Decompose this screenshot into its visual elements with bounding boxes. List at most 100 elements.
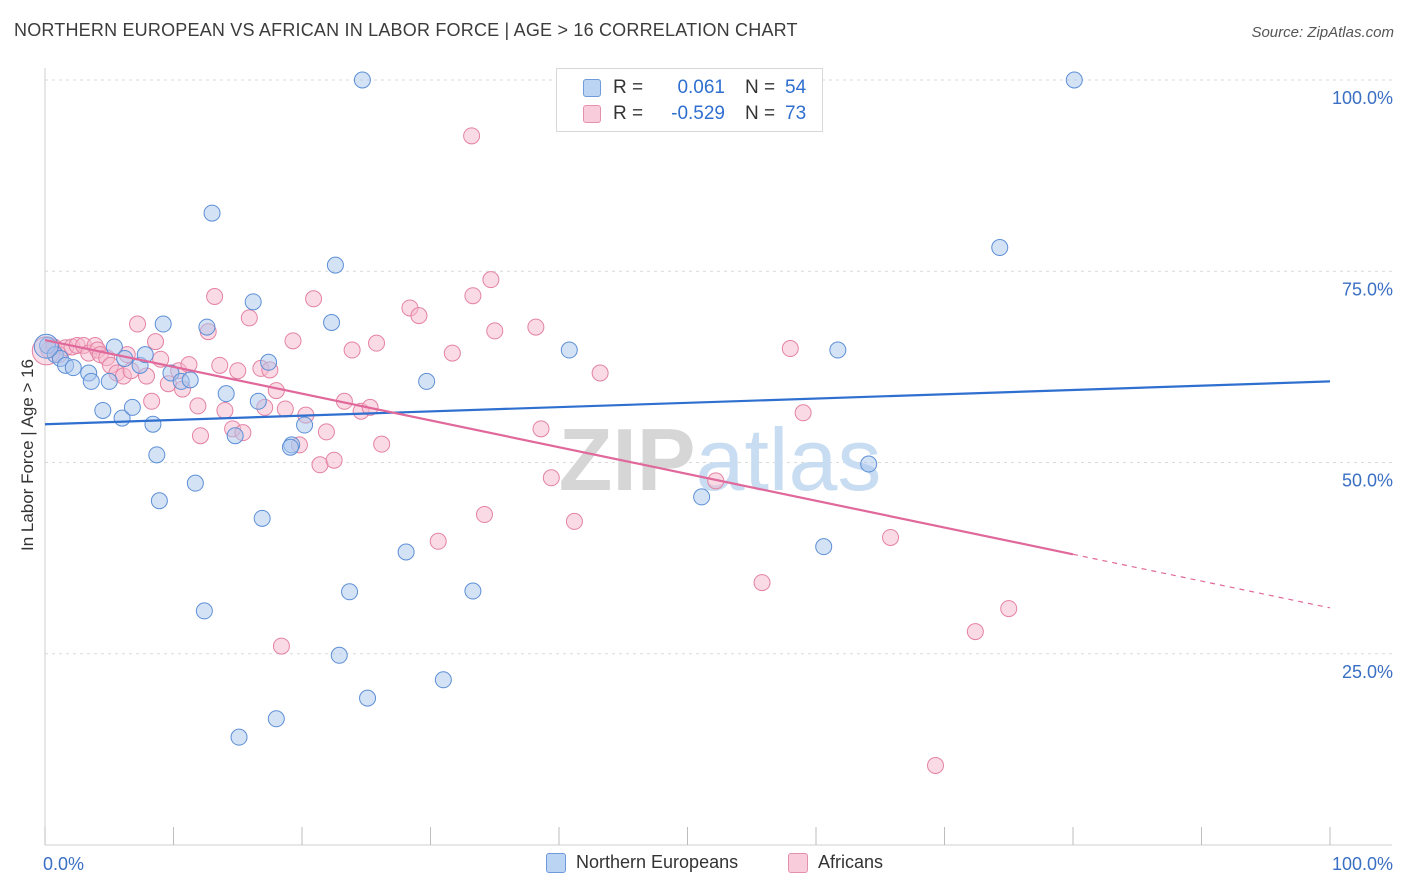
africans-point [753, 574, 771, 592]
tick-labels: 25.0% 50.0% 75.0% 100.0% 0.0% 100.0% [43, 88, 1393, 874]
northern-europeans-point [418, 372, 436, 390]
africans-point [966, 623, 984, 641]
northern-europeans-point [353, 71, 371, 89]
northern-europeans-point [296, 416, 314, 434]
northern-europeans-point [253, 509, 271, 527]
africans-point [129, 315, 147, 333]
africans-point [211, 356, 229, 374]
northern-europeans-point [123, 398, 141, 416]
northern-europeans-point [198, 318, 216, 336]
africans-point [429, 532, 447, 550]
chart-title: NORTHERN EUROPEAN VS AFRICAN IN LABOR FO… [14, 20, 798, 40]
northern-europeans-point [148, 446, 166, 464]
africans-point [373, 435, 391, 453]
trend-lines [44, 339, 1331, 609]
legend-swatch-blue [583, 79, 601, 97]
northern-europeans-point [560, 341, 578, 359]
africans-point [464, 287, 482, 305]
northern-europeans-cluster-point [33, 333, 59, 359]
northern-europeans-point [230, 728, 248, 746]
northern-europeans-point [94, 401, 112, 419]
source-label: Source: ZipAtlas.com [1251, 24, 1394, 41]
y-tick-label: 100.0% [1332, 88, 1393, 108]
africans-point [1000, 600, 1018, 618]
africans-point [527, 318, 545, 336]
africans-point [794, 404, 812, 422]
northern-europeans-point [100, 372, 118, 390]
northern-europeans-point [82, 372, 100, 390]
legend-swatch-blue [546, 852, 566, 873]
northern-europeans-point [181, 371, 199, 389]
northern-europeans-point [860, 455, 878, 473]
northern-europeans-point [244, 293, 262, 311]
africans-point [189, 397, 207, 415]
northern-europeans-trend-line [44, 380, 1331, 426]
africans-point [532, 420, 550, 438]
africans-point [781, 340, 799, 358]
northern-europeans-point [281, 438, 299, 456]
bottom-legend-africans: Africans [788, 852, 883, 873]
northern-europeans-point [249, 392, 267, 410]
northern-europeans-point [693, 488, 711, 506]
africans-point [206, 287, 224, 305]
y-tick-label: 75.0% [1342, 279, 1393, 299]
x-tick-label: 0.0% [43, 854, 84, 874]
africans-trend-line [44, 339, 1074, 556]
legend-swatch-pink [788, 852, 808, 873]
africans-point [147, 333, 165, 351]
northern-europeans-point [195, 602, 213, 620]
africans-point [463, 127, 481, 145]
africans-point [591, 364, 609, 382]
africans-point [272, 637, 290, 655]
africans-point [343, 341, 361, 359]
africans-point [325, 451, 343, 469]
northern-europeans-point [341, 583, 359, 601]
africans-point [229, 362, 247, 380]
northern-europeans-points [33, 71, 1083, 746]
northern-europeans-point [154, 315, 172, 333]
axes [44, 68, 1392, 846]
watermark: ZIPatlas [559, 410, 882, 509]
northern-europeans-point [136, 346, 154, 364]
northern-europeans-point [203, 204, 221, 222]
africans-point [276, 400, 294, 418]
northern-europeans-point [260, 353, 278, 371]
africans-point [410, 307, 428, 325]
africans-trend-extension [1072, 553, 1331, 609]
africans-point [927, 756, 945, 774]
africans-point [305, 290, 323, 308]
y-tick-label: 50.0% [1342, 471, 1393, 491]
r-label: R = [613, 77, 644, 98]
northern-europeans-point [226, 427, 244, 445]
northern-europeans-point [464, 582, 482, 600]
africans-point [542, 469, 560, 487]
africans-point [882, 528, 900, 546]
gridlines [45, 79, 1392, 655]
africans-point [267, 382, 285, 400]
legend-label: Africans [818, 852, 884, 872]
bottom-legend-northern-europeans: Northern Europeans [546, 852, 738, 873]
legend-row-africans: R = -0.529 N = 73 [583, 102, 806, 126]
northern-europeans-point [144, 415, 162, 433]
africans-point [565, 512, 583, 530]
africans-point [143, 392, 161, 410]
r-value: -0.529 [671, 103, 725, 124]
x-tick-label: 100.0% [1332, 854, 1393, 874]
n-label: N = [745, 103, 776, 124]
northern-europeans-point [323, 314, 341, 332]
n-label: N = [745, 77, 776, 98]
n-value: 54 [785, 77, 807, 98]
correlation-legend: R = 0.061 N = 54 R = -0.529 N = 73 [556, 68, 823, 132]
africans-point [311, 456, 329, 474]
northern-europeans-point [397, 543, 415, 561]
r-value: 0.061 [677, 77, 725, 98]
northern-europeans-point [217, 385, 235, 403]
northern-europeans-point [434, 671, 452, 689]
africans-point [475, 506, 493, 524]
n-value: 73 [785, 103, 807, 124]
northern-europeans-point [64, 359, 82, 377]
northern-europeans-point [326, 256, 344, 274]
northern-europeans-point [186, 474, 204, 492]
africans-point [216, 401, 234, 419]
